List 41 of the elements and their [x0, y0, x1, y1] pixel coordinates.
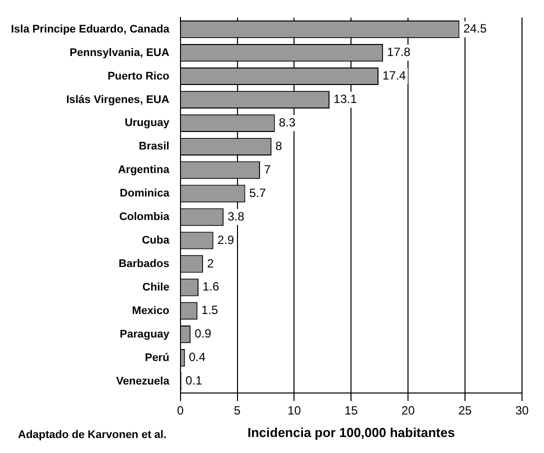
data-label: 0.4: [188, 350, 206, 364]
y-tick-label: Barbados: [118, 258, 170, 270]
data-label: 7: [264, 162, 272, 176]
y-tick-label: Venezuela: [116, 375, 170, 388]
data-label: 1.5: [201, 303, 218, 318]
y-tick-label: Paraguay: [120, 328, 170, 340]
y-tick-label: Puerto Rico: [108, 70, 170, 82]
data-label: 0.1: [185, 374, 202, 388]
data-label: 8: [275, 138, 282, 153]
data-label: 17.4: [382, 68, 406, 83]
x-tick-label: 10: [288, 404, 302, 418]
x-tick-label: 0: [176, 404, 184, 418]
data-label: 5.7: [249, 186, 266, 200]
data-label: 13.1: [334, 92, 358, 106]
x-tick-label: 15: [344, 404, 358, 418]
data-label: 17.8: [387, 45, 411, 60]
x-tick-label: 5: [234, 404, 241, 418]
x-tick-label: 20: [401, 404, 416, 418]
y-tick-label: Chile: [142, 281, 170, 294]
y-tick-label: Islás Virgenes, EUA: [66, 94, 170, 106]
y-tick-label: Isla Principe Eduardo, Canada: [10, 23, 170, 36]
data-label: 8.3: [278, 115, 296, 130]
y-tick-label: Cuba: [142, 234, 170, 247]
x-axis-title: Incidencia por 100,000 habitantes: [247, 424, 455, 440]
x-tick-label: 25: [458, 404, 472, 418]
y-tick-label: Dominica: [120, 188, 170, 200]
data-label: 1.6: [202, 280, 220, 294]
x-tick-label: 30: [515, 404, 529, 418]
text: Adaptado de Karvonen et al.: [18, 429, 167, 441]
y-tick-label: Brasil: [138, 140, 170, 153]
data-label: 0.9: [194, 326, 212, 341]
y-tick-label: Uruguay: [124, 117, 170, 130]
data-label: 24.5: [463, 22, 488, 36]
y-tick-label: Pennsylvania, EUA: [70, 46, 170, 59]
data-label: 2.9: [217, 232, 234, 247]
y-tick-label: Perú: [144, 352, 170, 364]
y-tick-label: Colombia: [119, 211, 170, 224]
data-label: 3.8: [228, 209, 245, 224]
y-tick-label: Argentina: [118, 164, 170, 176]
data-label: 2: [207, 256, 214, 270]
y-tick-label: Mexico: [132, 304, 170, 317]
